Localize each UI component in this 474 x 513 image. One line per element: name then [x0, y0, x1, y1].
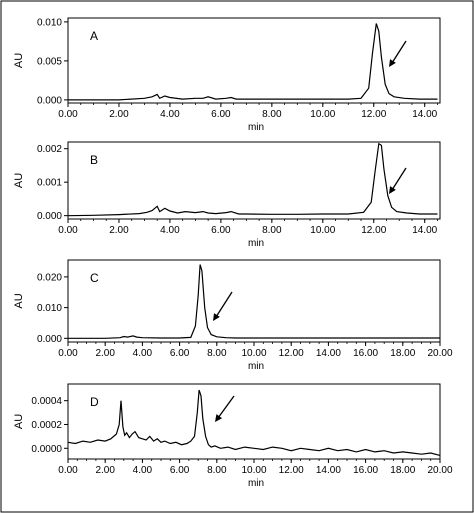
x-tick-label: 6.00 [211, 109, 231, 120]
x-tick-label: 14.00 [316, 465, 341, 476]
x-tick-label: 8.00 [207, 348, 227, 359]
y-tick-label: 0.020 [37, 272, 62, 283]
x-axis-title: min [248, 361, 264, 372]
y-tick-label: 0.010 [37, 303, 62, 314]
x-tick-label: 0.00 [58, 109, 78, 120]
y-tick-label: 0.000 [37, 211, 62, 222]
y-tick-label: 0.000 [37, 334, 62, 345]
x-tick-label: 8.00 [262, 109, 282, 120]
y-axis-title: AU [13, 293, 25, 308]
chromatogram-trace [68, 264, 440, 339]
x-tick-label: 0.00 [58, 225, 78, 236]
x-tick-label: 4.00 [160, 225, 180, 236]
y-tick-label: 0.0004 [31, 396, 62, 407]
chromatogram-trace [67, 142, 438, 217]
x-tick-label: 4.00 [133, 465, 153, 476]
y-tick-label: 0.010 [37, 17, 62, 28]
x-tick-label: 10.00 [310, 109, 335, 120]
panel-a: 0.000 0.005 0.010 0.00 2.00 4.00 6.00 8.00 10.0… [13, 17, 441, 133]
x-tick-label: 0.00 [58, 465, 78, 476]
x-axis-title: min [248, 238, 264, 249]
y-axis: 0.000 0.005 0.010 [37, 17, 68, 106]
y-axis-title: AU [13, 173, 25, 188]
x-axis: 0.00 2.00 4.00 6.00 8.00 10.00 12.00 14.00 [58, 219, 438, 236]
x-tick-label: 8.00 [207, 465, 227, 476]
x-tick-label: 10.00 [241, 348, 266, 359]
x-tick-label: 2.00 [109, 225, 129, 236]
panel-c: 0.000 0.010 0.020 0.00 2.00 4.00 6.00 8.00 10.0… [13, 259, 453, 372]
arrow-head [389, 59, 396, 67]
x-tick-label: 6.00 [211, 225, 231, 236]
arrow-head [213, 313, 220, 321]
peak-arrow-annotation [389, 167, 407, 194]
arrow-shaft [391, 167, 407, 191]
peak-arrow-annotation [215, 395, 235, 422]
arrow-head [389, 186, 396, 194]
panel-b: 0.000 0.001 0.002 0.00 2.00 4.00 6.00 8.00 10.0… [13, 141, 441, 249]
arrow-shaft [391, 40, 407, 64]
x-tick-label: 14.00 [316, 348, 341, 359]
x-tick-label: 6.00 [170, 348, 190, 359]
x-tick-label: 2.00 [95, 465, 115, 476]
panel-label: C [90, 271, 99, 285]
y-axis: 0.000 0.001 0.002 [37, 144, 68, 222]
panel-label: A [90, 29, 98, 43]
x-axis: 0.00 2.00 4.00 6.00 8.00 10.00 12.00 14.00 16.00… [58, 342, 453, 359]
x-tick-label: 12.00 [279, 348, 304, 359]
panel-label: D [90, 395, 99, 409]
y-axis: 0.000 0.010 0.020 [37, 272, 68, 345]
x-axis-title: min [248, 478, 264, 489]
peak-arrow-annotation [389, 40, 407, 67]
x-tick-label: 12.00 [361, 109, 386, 120]
panel-label: B [90, 153, 98, 167]
x-tick-label: 0.00 [58, 348, 78, 359]
y-tick-label: 0.0000 [31, 444, 62, 455]
peak-arrow-annotation [213, 291, 233, 321]
y-tick-label: 0.001 [37, 178, 62, 189]
x-axis: 0.00 2.00 4.00 6.00 8.00 10.00 12.00 14.00 16.00… [58, 459, 453, 476]
y-axis-title: AU [13, 53, 25, 68]
y-tick-label: 0.005 [37, 56, 62, 67]
x-tick-label: 8.00 [262, 225, 282, 236]
x-axis-title: min [248, 122, 264, 133]
x-tick-label: 16.00 [353, 348, 378, 359]
panel-d: 0.0000 0.0002 0.0004 0.00 2.00 4.00 6.00 8.00 1… [13, 383, 453, 489]
y-tick-label: 0.0002 [31, 420, 62, 431]
plot-frame [67, 141, 441, 220]
y-tick-label: 0.002 [37, 144, 62, 155]
arrow-shaft [217, 395, 235, 419]
x-tick-label: 16.00 [353, 465, 378, 476]
x-tick-label: 18.00 [390, 465, 415, 476]
x-tick-label: 18.00 [390, 348, 415, 359]
x-tick-label: 20.00 [427, 348, 452, 359]
x-tick-label: 14.00 [412, 109, 437, 120]
x-tick-label: 14.00 [412, 225, 437, 236]
x-tick-label: 6.00 [170, 465, 190, 476]
x-tick-label: 2.00 [109, 109, 129, 120]
x-tick-label: 2.00 [95, 348, 115, 359]
x-tick-label: 12.00 [361, 225, 386, 236]
y-axis-title: AU [13, 414, 25, 429]
chromatogram-trace [67, 389, 441, 456]
x-tick-label: 20.00 [427, 465, 452, 476]
y-axis: 0.0000 0.0002 0.0004 [31, 396, 68, 455]
chromatogram-trace [68, 23, 438, 101]
x-tick-label: 4.00 [160, 109, 180, 120]
y-tick-label: 0.000 [37, 95, 62, 106]
x-tick-label: 4.00 [133, 348, 153, 359]
x-tick-label: 12.00 [279, 465, 304, 476]
arrow-shaft [215, 291, 233, 318]
x-axis: 0.00 2.00 4.00 6.00 8.00 10.00 12.00 14.00 [58, 103, 438, 120]
x-tick-label: 10.00 [310, 225, 335, 236]
arrow-head [215, 414, 223, 422]
x-tick-label: 10.00 [241, 465, 266, 476]
